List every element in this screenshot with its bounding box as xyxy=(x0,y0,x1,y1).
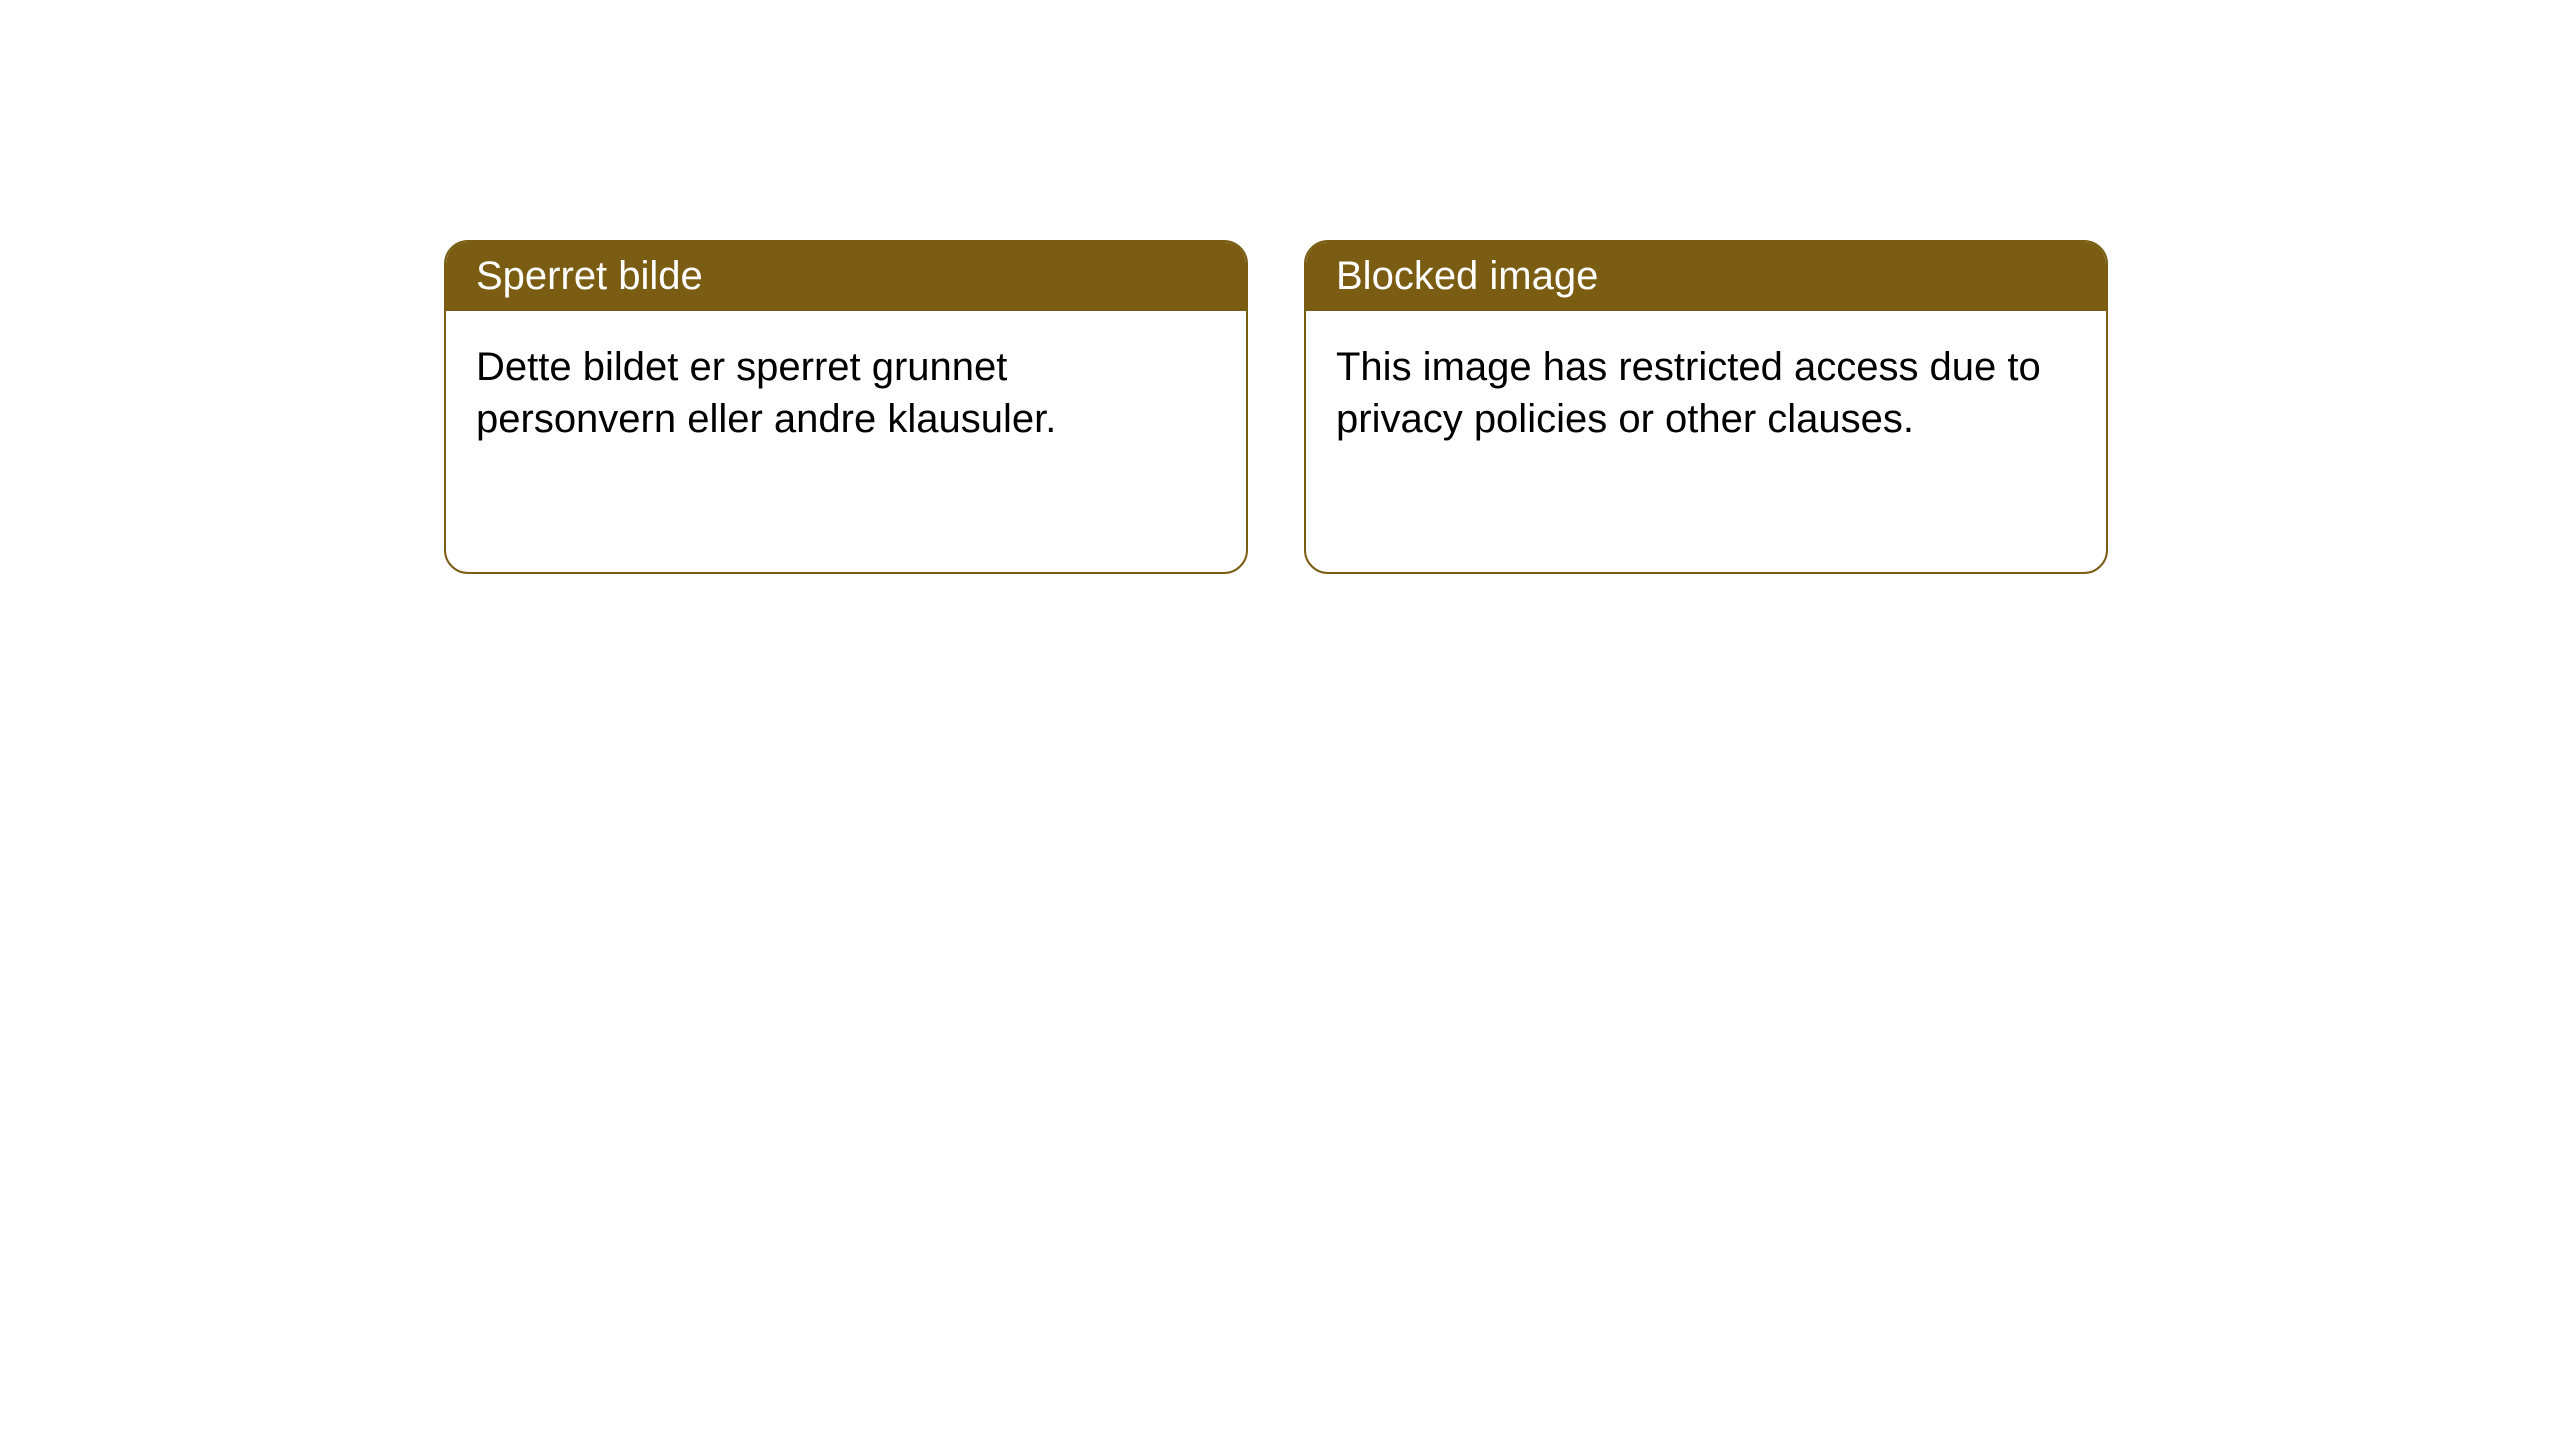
notice-container: Sperret bilde Dette bildet er sperret gr… xyxy=(444,240,2108,574)
blocked-image-card-no: Sperret bilde Dette bildet er sperret gr… xyxy=(444,240,1248,574)
card-body-text: Dette bildet er sperret grunnet personve… xyxy=(476,345,1056,441)
card-title: Sperret bilde xyxy=(476,254,703,298)
card-header: Blocked image xyxy=(1306,242,2106,311)
card-body: This image has restricted access due to … xyxy=(1306,311,2106,475)
card-body: Dette bildet er sperret grunnet personve… xyxy=(446,311,1246,475)
card-body-text: This image has restricted access due to … xyxy=(1336,345,2041,441)
blocked-image-card-en: Blocked image This image has restricted … xyxy=(1304,240,2108,574)
card-title: Blocked image xyxy=(1336,254,1598,298)
card-header: Sperret bilde xyxy=(446,242,1246,311)
